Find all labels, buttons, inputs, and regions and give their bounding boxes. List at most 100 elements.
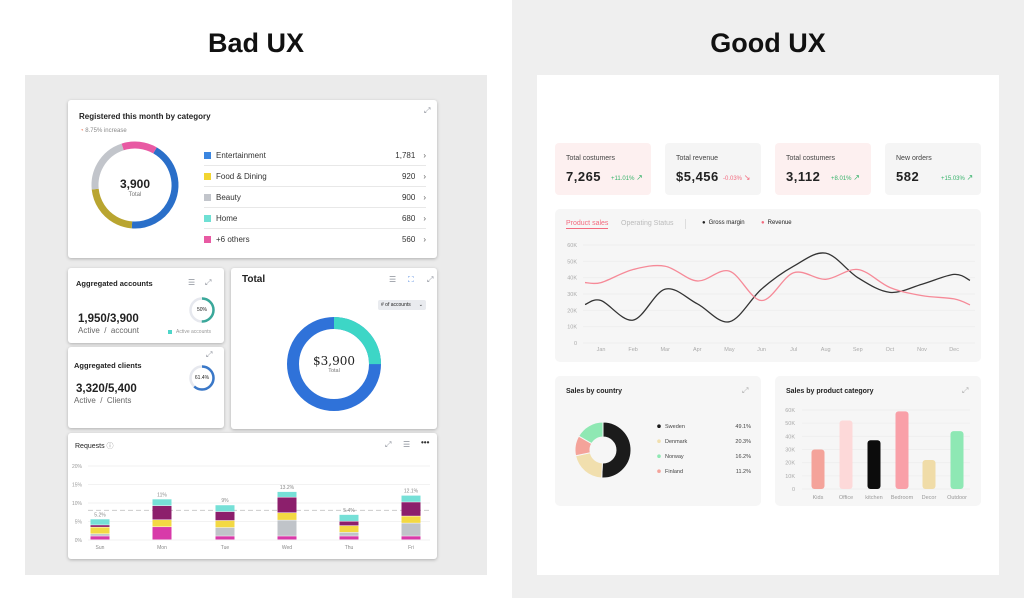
stacked-bar-segment: [401, 495, 421, 502]
clients-percent: 61.4%: [194, 375, 210, 381]
card-title: Registered this month by category: [79, 112, 211, 121]
kpi-value: 3,112: [786, 169, 821, 184]
total-donut: [287, 317, 381, 411]
list-icon[interactable]: ☰: [188, 278, 196, 287]
donut-slice-norway: [578, 421, 604, 445]
category-label: Beauty: [216, 192, 241, 202]
chevron-down-icon: ⌄: [418, 302, 423, 308]
y-tick-label: 20K: [567, 308, 577, 314]
expand-icon[interactable]: ⤢: [742, 386, 749, 395]
donut-segment: [91, 141, 179, 229]
expand-icon[interactable]: ⤢: [205, 278, 212, 287]
product-sales-line-chart: 0 10K 20K 30K 40K 50K 60K Jan Feb Mar Apr May Jun Jul…: [567, 243, 975, 353]
bar-office: [839, 420, 853, 489]
expand-icon[interactable]: ⤢: [962, 386, 969, 395]
revenue-line: [584, 264, 971, 306]
product-sales-card: [555, 209, 981, 362]
x-tick-label: Nov: [917, 347, 927, 353]
expand-icon[interactable]: ⤢: [424, 106, 431, 115]
bar-data-label: 5.4%: [343, 508, 355, 514]
bar-data-label: 11%: [157, 492, 167, 498]
y-tick-label: 20K: [785, 461, 795, 467]
y-tick-label: 60K: [567, 243, 577, 249]
metric-dropdown[interactable]: # of accounts ⌄: [378, 300, 426, 310]
kpi-change: -0.03% ↘: [723, 173, 750, 182]
stacked-bar-segment: [401, 536, 421, 540]
bar-data-label: 5.2%: [94, 512, 106, 518]
bar-data-label: 12.1%: [404, 489, 419, 495]
list-icon[interactable]: ☰: [403, 440, 411, 449]
stacked-bar-segment: [401, 502, 421, 516]
stacked-bar-segment: [90, 525, 110, 527]
category-row[interactable]: Entertainment 1,781 ›: [204, 145, 426, 166]
x-tick-label: Oct: [886, 347, 895, 353]
tab-divider: [685, 219, 686, 229]
x-tick-label: Thu: [345, 545, 354, 551]
category-row[interactable]: Food & Dining 920 ›: [204, 166, 426, 187]
legend-dot: [657, 454, 661, 458]
expand-icon[interactable]: ⤢: [427, 275, 434, 284]
increase-indicator: ◔ 8.75% increase: [80, 128, 127, 134]
category-label: Entertainment: [216, 150, 266, 160]
legend-swatch: [168, 330, 172, 334]
category-value: 1,781: [395, 150, 416, 160]
bar-outdoor: [950, 431, 964, 489]
more-icon[interactable]: •••: [421, 438, 430, 447]
y-tick-label: 50K: [567, 259, 577, 265]
category-value: 680: [401, 213, 416, 223]
stacked-bar-segment: [90, 534, 110, 536]
x-tick-label: Outdoor: [947, 495, 967, 501]
stacked-bar-segment: [339, 525, 359, 533]
x-tick-label: Jun: [757, 347, 766, 353]
bar-decor: [922, 460, 936, 489]
x-tick-label: Tue: [221, 545, 230, 551]
card-title: Total: [242, 274, 266, 285]
x-tick-label: Decor: [922, 495, 937, 501]
bar-bedroom: [895, 411, 909, 489]
total-label: Total: [328, 368, 340, 374]
category-row[interactable]: +6 others 560 ›: [204, 229, 426, 250]
category-value: 900: [401, 192, 416, 202]
accounts-value: 1,950/3,900: [78, 313, 139, 325]
expand-icon[interactable]: ⤢: [206, 350, 213, 359]
stacked-bar-segment: [152, 527, 172, 540]
category-swatch: [204, 193, 211, 201]
stacked-bar-segment: [152, 505, 172, 520]
stacked-bar-segment: [215, 520, 235, 528]
stacked-bar-segment: [401, 516, 421, 523]
stacked-bar-segment: [215, 511, 235, 521]
y-tick-label: 0: [574, 341, 577, 347]
trend-up-icon: ↗: [636, 173, 643, 182]
accounts-sub: Active / account: [78, 326, 139, 335]
stacked-bar-segment: [277, 497, 297, 513]
bad-ux-heading: Bad UX: [207, 28, 305, 58]
kpi-card: Total costumers 3,112 +8.01% ↗: [775, 143, 871, 195]
stacked-bar-segment: [152, 520, 172, 527]
stacked-bar-segment: [277, 491, 297, 497]
y-tick-label: 10K: [567, 325, 577, 331]
stacked-bar-segment: [90, 536, 110, 540]
category-donut: [91, 141, 179, 229]
list-icon[interactable]: ☰: [389, 275, 397, 284]
tab-operating-status[interactable]: Operating Status: [621, 220, 674, 227]
requests-card: [68, 433, 437, 559]
tab-product-sales[interactable]: Product sales: [566, 220, 609, 229]
y-tick-label: 20%: [72, 464, 83, 470]
info-icon[interactable]: ⓘ: [106, 443, 114, 450]
stacked-bar-segment: [277, 536, 297, 540]
chevron-right-icon: ›: [423, 213, 426, 223]
focus-icon[interactable]: ⛶: [408, 275, 414, 284]
chevron-right-icon: ›: [423, 171, 426, 181]
legend-dot: [657, 469, 661, 473]
expand-icon[interactable]: ⤢: [385, 440, 392, 449]
stacked-bar-segment: [90, 519, 110, 525]
clients-progress-ring: [189, 365, 215, 391]
category-label: Home: [216, 213, 238, 223]
category-row[interactable]: Home 680 ›: [204, 208, 426, 229]
stacked-bar-segment: [339, 532, 359, 536]
x-tick-label: Apr: [693, 347, 702, 353]
donut-segment-teal: [287, 317, 381, 411]
bar-data-label: 13.2%: [280, 485, 295, 491]
category-row[interactable]: Beauty 900 ›: [204, 187, 426, 208]
y-tick-label: 10K: [785, 474, 795, 480]
